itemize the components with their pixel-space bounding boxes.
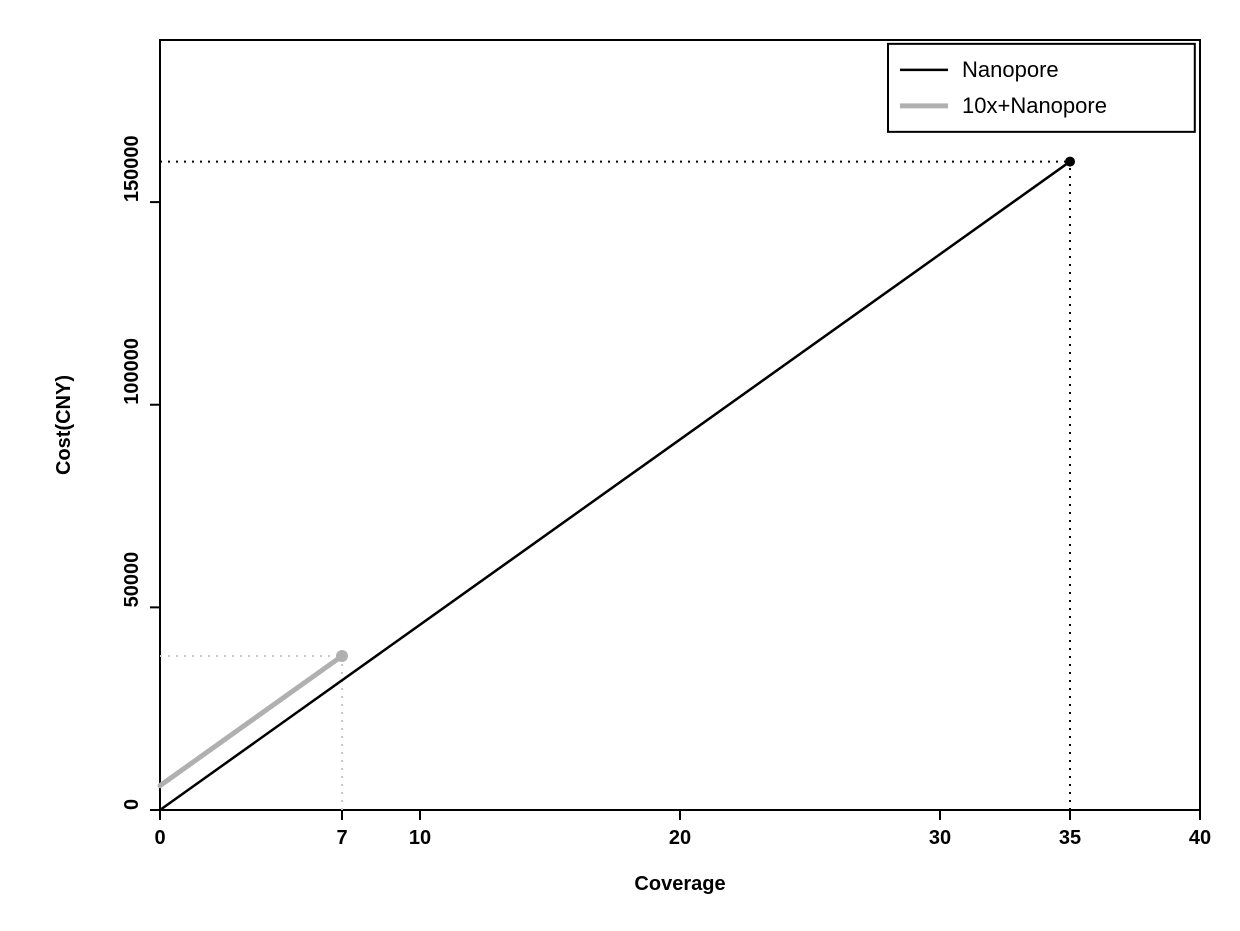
x-tick-label: 35	[1059, 827, 1081, 849]
series-endpoint-marker	[1065, 157, 1075, 167]
x-tick-label: 7	[336, 827, 347, 849]
x-axis-label: Coverage	[634, 873, 725, 895]
y-axis-label: Cost(CNY)	[53, 375, 75, 475]
legend: Nanopore 10x+Nanopore	[888, 44, 1195, 132]
legend-label: Nanopore	[962, 57, 1059, 82]
series-line	[160, 656, 342, 786]
legend-label: 10x+Nanopore	[962, 93, 1107, 118]
y-tick-label: 50000	[121, 552, 143, 608]
x-tick-label: 30	[929, 827, 951, 849]
y-tick-label: 150000	[121, 135, 143, 202]
x-tick-label: 40	[1189, 827, 1211, 849]
chart-container: 0 7 10 20 30 35 40 Coverage 0 50000 100000 150000 Co…	[0, 0, 1240, 931]
y-tick-label: 100000	[121, 338, 143, 405]
series-line	[160, 162, 1070, 810]
x-tick-label: 10	[409, 827, 431, 849]
x-tick-label: 20	[669, 827, 691, 849]
x-tick-label: 0	[154, 827, 165, 849]
plot-border	[160, 40, 1200, 810]
cost-vs-coverage-chart: 0 7 10 20 30 35 40 Coverage 0 50000 100000 150000 Co…	[0, 0, 1240, 931]
y-tick-label: 0	[121, 799, 143, 810]
series-endpoint-marker	[336, 650, 348, 662]
